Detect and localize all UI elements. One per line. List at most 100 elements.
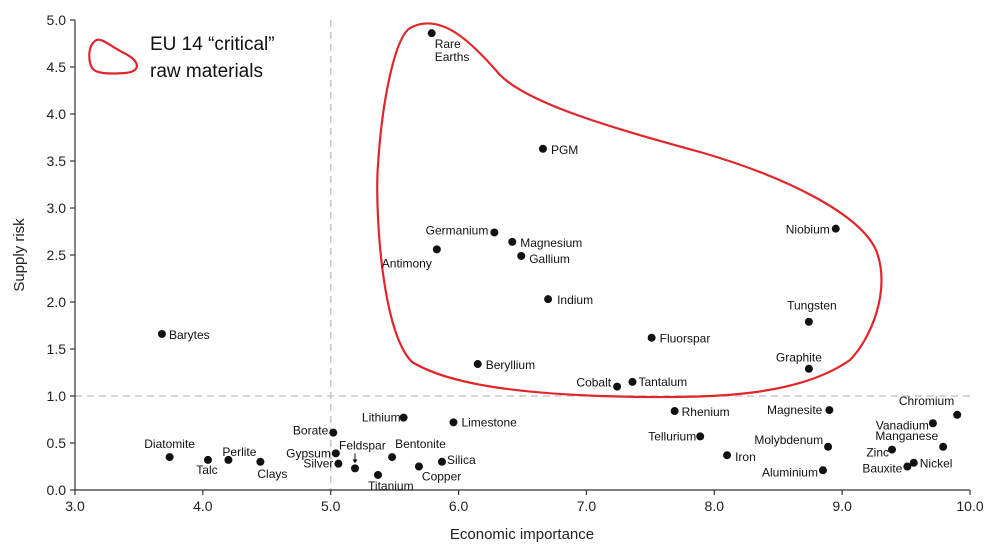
label-germanium: Germanium: [426, 223, 489, 237]
point-manganese: [939, 442, 948, 451]
point-tellurium: [696, 432, 705, 441]
label-fluorspar: Fluorspar: [660, 332, 711, 346]
point-antimony: [432, 245, 441, 254]
threshold-lines: [75, 20, 970, 490]
label-clays: Clays: [257, 467, 287, 481]
point-gallium: [517, 251, 526, 260]
y-tick-label: 2.0: [47, 294, 67, 310]
label-nickel: Nickel: [920, 457, 953, 471]
label-silica: Silica: [447, 453, 476, 467]
legend: EU 14 “critical” raw materials: [88, 34, 275, 82]
point-feldspar: [351, 464, 360, 473]
point-gypsum: [331, 449, 340, 458]
point-germanium: [490, 228, 499, 237]
point-silver: [334, 459, 343, 468]
legend-line-1: EU 14 “critical”: [150, 34, 275, 55]
label-indium: Indium: [557, 293, 593, 307]
label-talc: Talc: [196, 463, 217, 477]
legend-line-2: raw materials: [150, 61, 263, 82]
label-vanadium: Vanadium: [876, 418, 929, 432]
label-graphite: Graphite: [776, 351, 822, 365]
point-copper: [414, 462, 423, 471]
label-feldspar: Feldspar: [339, 438, 386, 452]
point-vanadium: [928, 419, 937, 428]
point-barytes: [157, 329, 166, 338]
x-tick-label: 5.0: [321, 498, 341, 514]
y-tick-label: 2.5: [47, 247, 67, 263]
label-tantalum: Tantalum: [638, 375, 687, 389]
point-zinc: [888, 445, 897, 454]
point-silica: [437, 457, 446, 466]
label-rare: Rare: [435, 37, 461, 51]
x-tick-label: 8.0: [705, 498, 725, 514]
label-lithium: Lithium: [362, 411, 401, 425]
label-gypsum: Gypsum: [286, 446, 331, 460]
point-rare: [427, 29, 436, 38]
y-axis-label: Supply risk: [11, 218, 28, 292]
point-aluminium: [818, 466, 827, 475]
point-titanium: [374, 470, 383, 479]
point-diatomite: [165, 453, 174, 462]
label-tellurium: Tellurium: [648, 429, 696, 443]
label-cobalt: Cobalt: [576, 376, 611, 390]
point-tungsten: [804, 317, 813, 326]
point-magnesium: [508, 237, 517, 246]
label-molybdenum: Molybdenum: [754, 433, 823, 447]
label-perlite: Perlite: [222, 445, 256, 459]
x-tick-label: 7.0: [577, 498, 597, 514]
point-tantalum: [628, 377, 637, 386]
x-axis-ticks: 3.0 4.0 5.0 6.0 7.0 8.0 9.0 10.0: [65, 490, 984, 514]
point-indium: [544, 295, 553, 304]
x-tick-label: 9.0: [832, 498, 852, 514]
point-talc: [203, 455, 212, 464]
point-borate: [329, 428, 338, 437]
point-clays: [256, 457, 265, 466]
x-tick-label: 6.0: [449, 498, 469, 514]
y-tick-label: 0.5: [47, 435, 67, 451]
label-niobium: Niobium: [786, 223, 830, 237]
label-titanium: Titanium: [368, 479, 414, 493]
point-cobalt: [613, 382, 622, 391]
point-niobium: [831, 224, 840, 233]
x-tick-label: 4.0: [193, 498, 213, 514]
label-rare-line-2: Earths: [435, 50, 470, 64]
y-tick-label: 3.5: [47, 153, 67, 169]
label-beryllium: Beryllium: [486, 358, 535, 372]
x-tick-label: 10.0: [956, 498, 983, 514]
x-tick-label: 3.0: [65, 498, 85, 514]
y-tick-label: 3.0: [47, 200, 67, 216]
label-antimony: Antimony: [382, 256, 432, 270]
label-borate: Borate: [293, 424, 329, 438]
point-graphite: [804, 364, 813, 373]
legend-swatch: [88, 38, 138, 75]
point-molybdenum: [824, 442, 833, 451]
label-zinc: Zinc: [866, 446, 889, 460]
y-tick-label: 5.0: [47, 12, 67, 28]
label-barytes: Barytes: [169, 328, 210, 342]
point-rhenium: [670, 407, 679, 416]
point-pgm: [538, 144, 547, 153]
label-diatomite: Diatomite: [144, 437, 195, 451]
y-tick-label: 4.0: [47, 106, 67, 122]
feldspar-arrow: [352, 453, 358, 464]
point-lithium: [399, 413, 408, 422]
point-chromium: [953, 410, 962, 419]
point-limestone: [449, 418, 458, 427]
label-chromium: Chromium: [899, 394, 954, 408]
label-magnesite: Magnesite: [767, 403, 823, 417]
label-silver: Silver: [303, 457, 333, 471]
label-rhenium: Rhenium: [682, 405, 730, 419]
point-beryllium: [473, 360, 482, 369]
y-tick-label: 1.0: [47, 388, 67, 404]
y-axis-ticks: 0.0 0.5 1.0 1.5 2.0 2.5 3.0 3.5 4.0 4.5 5.0: [47, 12, 75, 498]
label-iron: Iron: [735, 450, 756, 464]
label-bentonite: Bentonite: [395, 437, 446, 451]
y-tick-label: 1.5: [47, 341, 67, 357]
point-iron: [723, 451, 732, 460]
label-tungsten: Tungsten: [787, 299, 837, 313]
point-perlite: [224, 455, 233, 464]
label-gallium: Gallium: [529, 252, 570, 266]
point-bauxite: [903, 462, 912, 471]
